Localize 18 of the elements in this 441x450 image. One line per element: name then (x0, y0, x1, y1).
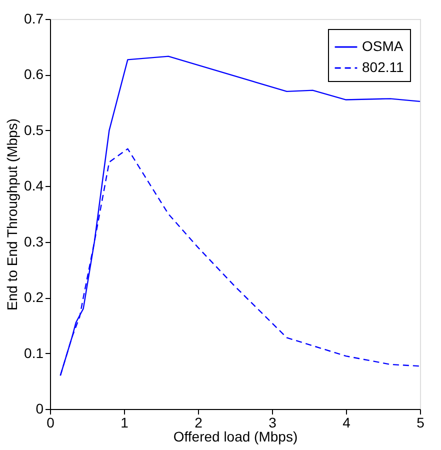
x-tick-label: 2 (194, 414, 203, 430)
y-tick-label: 0.2 (24, 289, 44, 306)
x-tick-label: 1 (120, 414, 129, 430)
x-tick-label: 3 (268, 414, 277, 430)
legend-label: OSMA (362, 38, 404, 54)
y-tick-label: 0.1 (24, 344, 44, 361)
legend-label: 802.11 (362, 59, 404, 75)
x-tick-label: 5 (416, 414, 425, 430)
y-tick-label: 0.3 (24, 233, 44, 250)
y-tick-label: 0 (36, 400, 44, 416)
y-tick-label: 0.7 (24, 10, 44, 26)
y-tick-label: 0.4 (24, 178, 44, 194)
x-axis-title: Offered load (Mbps) (173, 428, 298, 444)
x-tick-label: 0 (46, 414, 55, 430)
x-tick-label: 4 (342, 414, 351, 430)
y-tick-label: 0.5 (24, 122, 44, 138)
y-axis-title: End to End Throughput (Mbps) (4, 118, 20, 310)
y-tick-label: 0.6 (24, 66, 44, 82)
